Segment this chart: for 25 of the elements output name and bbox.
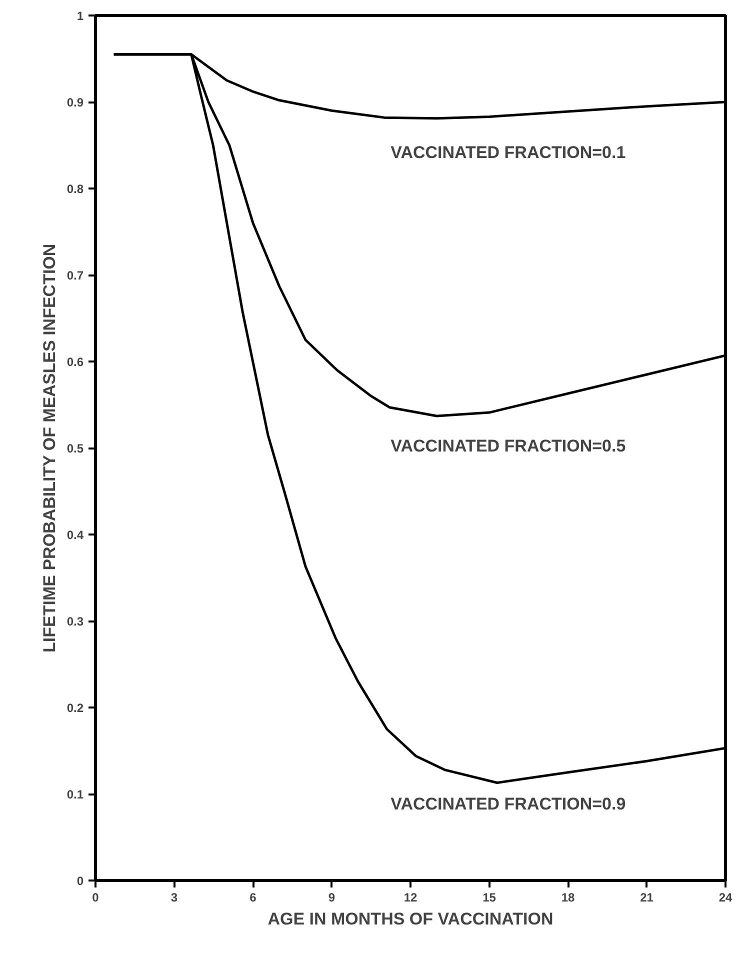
y-axis-title: LIFETIME PROBABILITY OF MEASLES INFECTION	[40, 244, 59, 652]
y-tick-label: 0.7	[66, 268, 84, 282]
x-tick-label: 21	[640, 890, 654, 904]
x-tick-label: 24	[718, 890, 732, 904]
x-tick-label: 6	[250, 890, 257, 904]
x-tick-label: 3	[170, 890, 178, 904]
y-tick-label: 0.6	[66, 355, 84, 369]
x-tick-label: 18	[561, 890, 575, 904]
series-label: VACCINATED FRACTION=0.9	[390, 794, 626, 814]
y-tick-label: 0.1	[66, 788, 84, 802]
series-label: VACCINATED FRACTION=0.5	[390, 436, 626, 456]
y-tick-label: 0.2	[66, 701, 84, 715]
y-tick-label: 0.4	[66, 528, 84, 542]
x-tick-label: 12	[404, 890, 418, 904]
y-tick-label: 0.9	[66, 96, 84, 110]
x-tick-label: 0	[92, 890, 100, 904]
x-tick-label: 15	[482, 890, 496, 904]
y-tick-label: 0.3	[66, 614, 84, 628]
x-axis-title: AGE IN MONTHS OF VACCINATION	[268, 910, 554, 928]
y-tick-label: 0	[76, 874, 84, 888]
y-tick-label: 0.8	[66, 182, 84, 196]
x-tick-label: 9	[328, 890, 336, 904]
y-tick-label: 0.5	[66, 442, 84, 456]
y-tick-label: 1	[76, 9, 84, 23]
series-label: VACCINATED FRACTION=0.1	[390, 142, 626, 162]
